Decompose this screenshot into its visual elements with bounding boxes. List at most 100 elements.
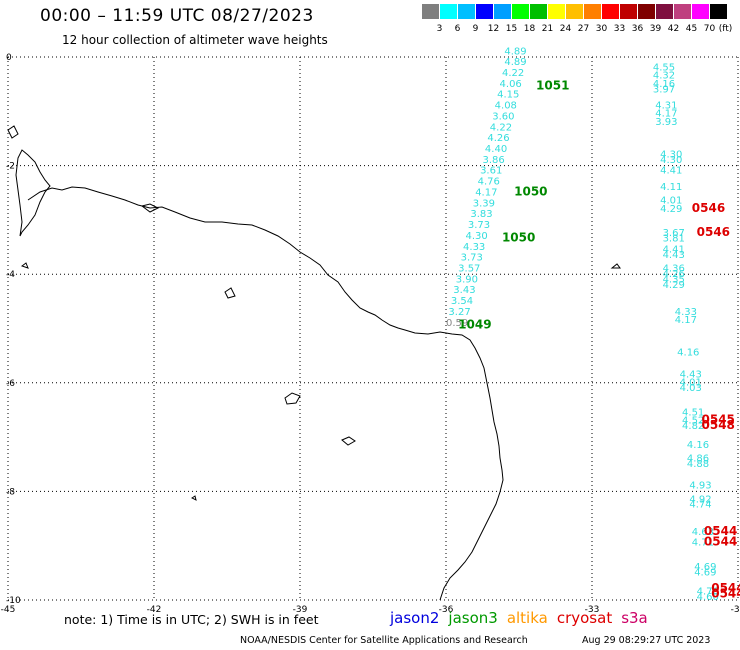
- wave-height-label: 4.55: [653, 63, 675, 74]
- wave-height-label: 4.35: [663, 274, 685, 285]
- wave-height-label: 4.93: [689, 481, 711, 492]
- pass-time-label: 0544: [711, 581, 740, 595]
- units-note: note: 1) Time is in UTC; 2) SWH is in fe…: [64, 612, 319, 627]
- satellite-legend: jason2 jason3 altika cryosat s3a: [390, 609, 657, 627]
- island-2: [284, 392, 301, 405]
- legend-label: 42: [667, 24, 680, 34]
- wave-height-label: 4.30: [465, 231, 487, 242]
- lon-tick-label: -36: [439, 605, 454, 615]
- legend-label: 45: [685, 24, 698, 34]
- satellite-name: jason3: [448, 609, 498, 627]
- legend-label: 18: [523, 24, 536, 34]
- pass-time-label: 0546: [697, 225, 730, 239]
- pass-time-label: 0545: [702, 413, 735, 427]
- wave-height-label: 4.16: [687, 440, 709, 451]
- wave-height-label: 4.40: [485, 144, 507, 155]
- pass-time-label: 0544: [711, 586, 740, 600]
- legend-swatch: [566, 4, 583, 19]
- legend-swatch: [638, 4, 655, 19]
- wave-height-label: 3.73: [468, 220, 490, 231]
- satellite-name: cryosat: [556, 609, 613, 627]
- wave-height-label: 4.29: [663, 280, 685, 291]
- credit-line: NOAA/NESDIS Center for Satellite Applica…: [240, 635, 528, 646]
- wave-height-label: 4.11: [660, 182, 682, 193]
- island-3: [341, 436, 356, 446]
- wave-height-label: 4.41: [663, 244, 685, 255]
- wave-height-label: 4.63: [692, 527, 714, 538]
- wave-height-label: 4.71: [692, 538, 714, 549]
- coastline-brazil: [27, 186, 504, 601]
- legend-label: 9: [472, 24, 479, 34]
- pass-time-label: 0548: [702, 418, 735, 432]
- wave-height-label: 4.36: [663, 263, 685, 274]
- legend-label: 33: [613, 24, 626, 34]
- legend-swatch: [548, 4, 565, 19]
- legend-label: 27: [577, 24, 590, 34]
- wave-height-label: 4.17: [675, 315, 697, 326]
- legend-label: 30: [595, 24, 608, 34]
- wave-height-label: 4.29: [660, 204, 682, 215]
- lon-tick-label: -33: [585, 605, 600, 615]
- legend-swatch: [476, 4, 493, 19]
- wave-height-label: 3.67: [663, 228, 685, 239]
- wave-height-label: 4.31: [655, 101, 677, 112]
- wave-height-label: 3.27: [448, 307, 470, 318]
- wave-height-label: 3.81: [663, 234, 685, 245]
- legend-swatch: [710, 4, 727, 19]
- wave-height-label: 3.61: [480, 166, 502, 177]
- legend-swatch: [692, 4, 709, 19]
- wave-height-label: 4.03: [680, 383, 702, 394]
- pass-time-label: 1049: [458, 318, 491, 332]
- satellite-name: s3a: [621, 609, 648, 627]
- wave-height-label: 4.89: [504, 46, 526, 57]
- wave-height-label: 4.88: [687, 459, 709, 470]
- legend-swatch: [530, 4, 547, 19]
- legend-swatch: [494, 4, 511, 19]
- wave-height-label: 4.30: [660, 149, 682, 160]
- wave-height-label: 4.86: [687, 454, 709, 465]
- wave-height-label: 4.22: [502, 68, 524, 79]
- wave-height-label: 4.60: [697, 592, 719, 603]
- pass-time-label: 1051: [536, 79, 569, 93]
- legend-label: 21: [541, 24, 554, 34]
- wave-height-label: 4.16: [653, 79, 675, 90]
- wave-height-label: 4.76: [478, 177, 500, 188]
- axis-labels: -45 -42 -39 -36 -33 -30 0 -2 -4 -6 -8 -10: [1, 53, 740, 615]
- wave-height-label: 4.06: [500, 79, 522, 90]
- lat-lon-grid: [7, 56, 739, 601]
- lat-tick-label: -6: [6, 379, 15, 389]
- coastline-islet-1: [7, 125, 19, 139]
- coastline-islet-2: [140, 203, 160, 213]
- legend-swatch: [674, 4, 691, 19]
- wave-height-label: 4.52: [682, 416, 704, 427]
- wave-height-label: 4.69: [694, 562, 716, 573]
- legend-label: 70: [703, 24, 716, 34]
- lat-tick-label: -4: [6, 270, 15, 280]
- pass-time-label: 0544: [704, 535, 737, 549]
- wave-height-label: 4.17: [475, 187, 497, 198]
- wave-height-label: 4.26: [487, 133, 509, 144]
- wave-height-label: 3.83: [470, 209, 492, 220]
- legend-label: 39: [649, 24, 662, 34]
- wave-height-label: 3.39: [473, 198, 495, 209]
- legend-swatch: [458, 4, 475, 19]
- satellite-pass-times: 1051105010501049054605460545054805440544…: [458, 79, 740, 601]
- wave-height-observations: 4.894.894.224.064.154.083.604.224.264.40…: [446, 46, 719, 603]
- legend-swatch: [422, 4, 439, 19]
- wave-height-label: 3.97: [653, 84, 675, 95]
- pass-time-label: 1050: [502, 231, 535, 245]
- lon-tick-label: -39: [293, 605, 308, 615]
- wave-height-label: 4.32: [653, 71, 675, 82]
- wave-height-label: 4.51: [682, 407, 704, 418]
- island-5: [610, 263, 621, 269]
- wave-height-label: 4.92: [689, 494, 711, 505]
- wave-height-label: 4.30: [660, 155, 682, 166]
- island-6: [191, 495, 197, 501]
- wave-height-label: 4.74: [689, 500, 711, 511]
- wave-height-label: 4.43: [680, 369, 702, 380]
- satellite-name: jason2: [390, 609, 440, 627]
- wave-height-label: 3.60: [492, 111, 514, 122]
- island-1: [224, 287, 236, 299]
- wave-height-label: 4.08: [495, 101, 517, 112]
